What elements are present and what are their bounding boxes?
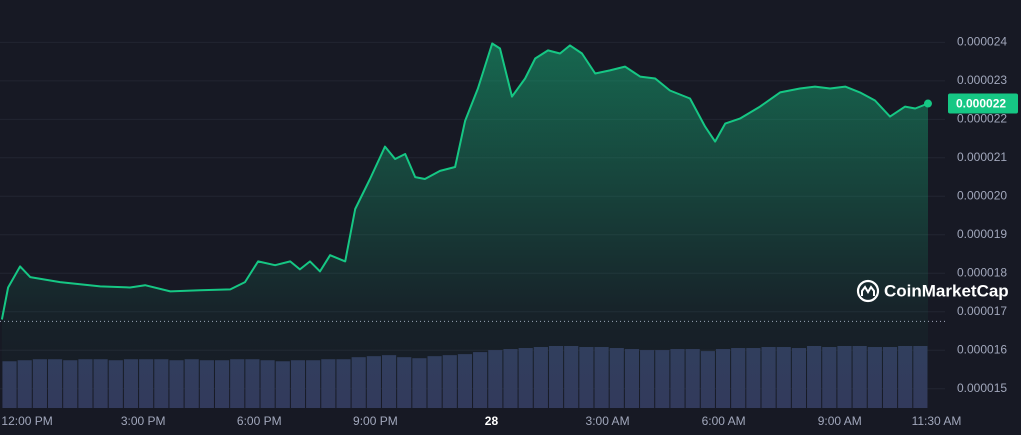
y-tick-label: 0.000021: [957, 150, 1007, 164]
x-tick-label: 6:00 AM: [702, 414, 746, 428]
x-tick-label: 12:00 PM: [1, 414, 52, 428]
x-tick-label: 9:00 PM: [353, 414, 398, 428]
last-value-tag: [948, 93, 1018, 114]
y-tick-label: 0.000020: [957, 188, 1007, 202]
y-tick-label: 0.000016: [957, 342, 1007, 356]
x-tick-label: 9:00 AM: [818, 414, 862, 428]
watermark-logo-mark: [861, 285, 875, 296]
y-tick-label: 0.000023: [957, 73, 1007, 87]
x-tick-label: 28: [485, 414, 499, 428]
last-value-label: 0.000022: [956, 97, 1006, 111]
y-tick-label: 0.000015: [957, 381, 1007, 395]
x-tick-label: 11:30 AM: [912, 414, 962, 428]
y-tick-label: 0.000022: [957, 111, 1007, 125]
watermark-text: CoinMarketCap: [884, 281, 1009, 300]
x-tick-label: 6:00 PM: [237, 414, 282, 428]
y-tick-label: 0.000017: [957, 304, 1007, 318]
price-line: [0, 42, 929, 320]
watermark: CoinMarketCap: [856, 279, 1009, 303]
watermark-logo: [856, 279, 880, 303]
last-point: [923, 99, 932, 108]
y-tick-label: 0.000018: [957, 265, 1007, 279]
y-tick-label: 0.000024: [957, 35, 1007, 49]
y-tick-label: 0.000019: [957, 227, 1007, 241]
x-tick-label: 3:00 AM: [586, 414, 630, 428]
x-tick-label: 3:00 PM: [121, 414, 166, 428]
price-area: [1, 43, 928, 408]
